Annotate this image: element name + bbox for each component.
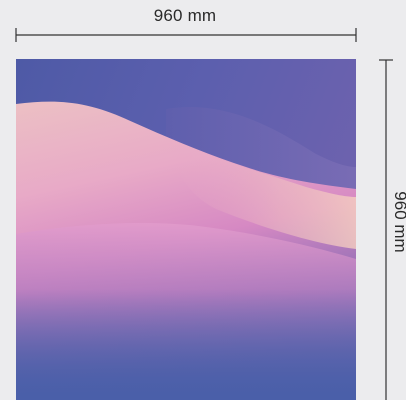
abstract-gradient-artwork — [16, 59, 356, 400]
wall-art-canvas — [16, 59, 356, 400]
height-dimension-label: 960 mm — [391, 191, 406, 253]
peach-highlight-shape — [166, 139, 356, 249]
width-dimension-label: 960 mm — [153, 6, 217, 25]
bottom-fade — [16, 289, 356, 400]
